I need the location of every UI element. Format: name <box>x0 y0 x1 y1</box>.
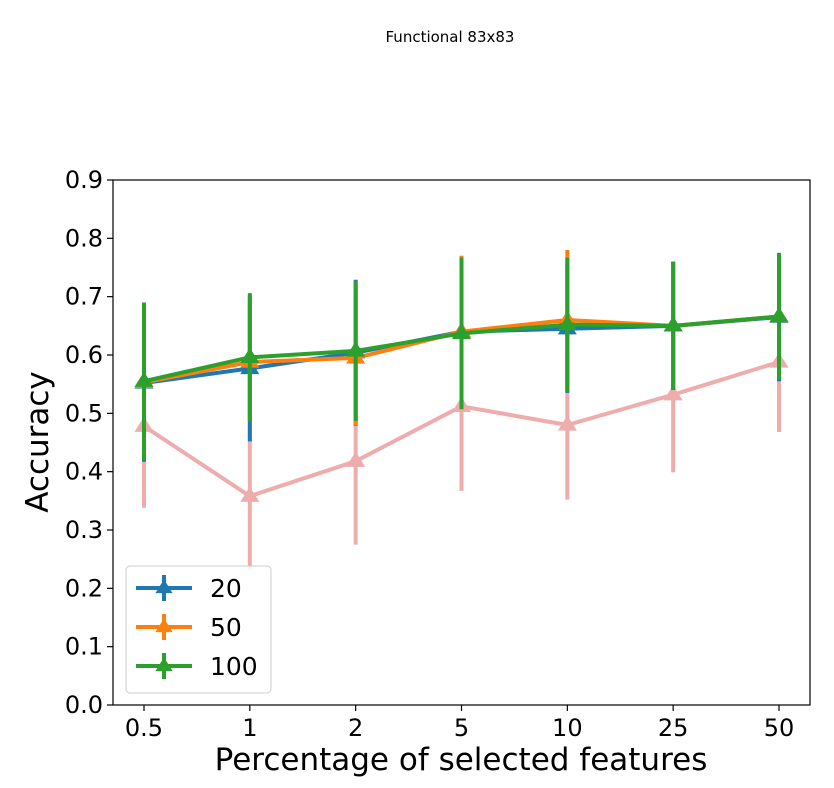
y-tick-label: 0.7 <box>65 283 103 311</box>
data-point <box>451 323 472 340</box>
y-tick-label: 0.9 <box>65 166 103 194</box>
data-point <box>557 415 577 431</box>
legend-label: 20 <box>210 574 242 603</box>
data-point <box>769 306 789 323</box>
legend-label: 50 <box>210 613 242 642</box>
y-tick-label: 0.0 <box>65 691 103 719</box>
legend-entry: 50 <box>136 613 242 642</box>
y-tick-label: 0.5 <box>65 399 103 427</box>
y-tick-label: 0.6 <box>65 341 103 369</box>
data-point <box>557 315 577 331</box>
y-axis-label: Accuracy <box>20 371 56 513</box>
data-point <box>663 316 683 332</box>
x-tick-label: 25 <box>658 714 689 742</box>
legend-entry: 100 <box>136 652 258 681</box>
y-tick-label: 0.4 <box>65 458 103 486</box>
y-tick-label: 0.3 <box>65 516 103 544</box>
chart-title: Functional 83x83 <box>386 28 515 46</box>
legend: 20 50 100 <box>125 565 272 694</box>
data-point <box>346 341 366 357</box>
data-point <box>240 347 260 364</box>
y-tick-label: 0.8 <box>65 224 103 252</box>
data-point <box>134 371 154 387</box>
x-tick-label: 0.5 <box>125 714 163 742</box>
y-tick-label: 0.2 <box>65 574 103 602</box>
x-tick-label: 5 <box>454 714 469 742</box>
legend-marker <box>155 618 173 633</box>
x-tick-label: 1 <box>242 714 257 742</box>
legend-label: 100 <box>210 652 258 681</box>
y-axis: 0.0 0.1 0.2 0.3 0.4 0.5 0.6 0.7 0.8 0.9 <box>65 166 113 719</box>
x-axis-label: Percentage of selected features <box>215 742 708 778</box>
legend-entry: 20 <box>136 574 242 603</box>
x-tick-label: 10 <box>552 714 583 742</box>
series-baseline <box>134 292 789 570</box>
series-100 <box>134 253 789 460</box>
x-tick-label: 50 <box>764 714 795 742</box>
data-point <box>240 486 260 502</box>
y-tick-label: 0.1 <box>65 633 103 661</box>
x-tick-label: 2 <box>348 714 363 742</box>
data-point <box>346 451 366 467</box>
data-point <box>663 385 683 401</box>
legend-marker <box>155 657 173 672</box>
x-axis: 0.5 1 2 5 10 25 50 <box>125 705 794 742</box>
plot-area <box>134 250 789 570</box>
legend-marker <box>155 579 173 594</box>
